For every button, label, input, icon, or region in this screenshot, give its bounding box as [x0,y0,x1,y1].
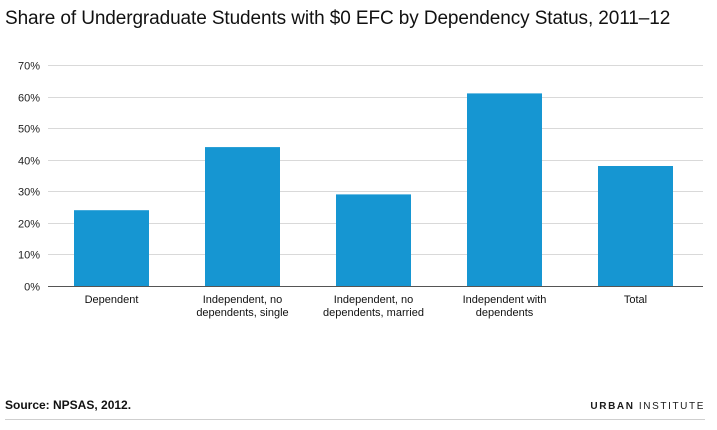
x-tick-label: Independent with dependents [463,294,547,319]
y-tick-label: 20% [18,219,40,231]
x-tick-label: Independent, no dependents, married [323,294,424,319]
x-tick-label: Independent, no dependents, single [196,294,288,319]
bar [74,210,149,286]
y-axis-ticks: 0% 10% 20% 30% 40% 50% 60% 70% [18,61,40,294]
bar [205,147,280,286]
bar [336,194,411,286]
y-tick-label: 70% [18,61,40,73]
brand-second: INSTITUTE [638,401,705,412]
y-tick-label: 40% [18,156,40,168]
chart-title: Share of Undergraduate Students with $0 … [5,8,671,29]
source-note: Source: NPSAS, 2012. [5,398,132,412]
bar [467,93,542,287]
urban-institute-logo: URBAN INSTITUTE [590,401,705,412]
y-tick-label: 0% [24,282,40,294]
y-tick-label: 30% [18,187,40,199]
y-tick-label: 60% [18,93,40,105]
bars [74,93,673,287]
brand-first: URBAN [590,401,635,412]
x-tick-label: Total [624,294,647,306]
x-tick-label: Dependent [85,294,139,306]
bar [598,166,673,286]
y-tick-label: 50% [18,124,40,136]
x-axis-labels: Dependent Independent, no dependents, sing… [85,294,648,319]
y-tick-label: 10% [18,250,40,262]
footer-divider [5,419,705,420]
